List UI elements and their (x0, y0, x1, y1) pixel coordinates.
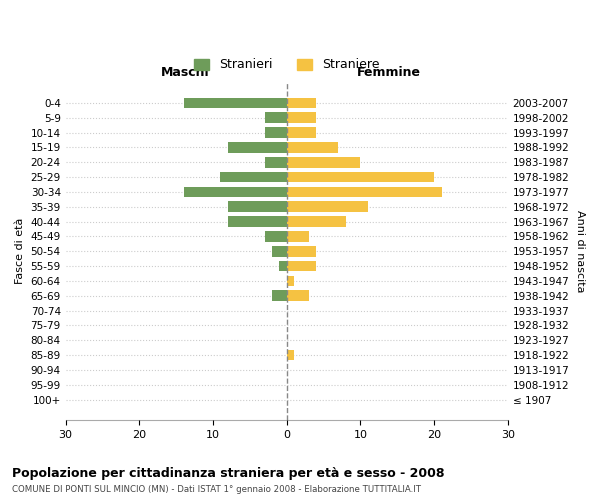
Bar (220, 172, 287, 182)
Bar (272, 246, 287, 256)
Bar (228, 142, 287, 153)
Bar (287, 350, 294, 360)
Bar (184, 98, 287, 108)
Bar (287, 202, 368, 212)
Text: Maschi: Maschi (161, 66, 209, 79)
Bar (228, 216, 287, 227)
Bar (287, 186, 442, 198)
Bar (287, 142, 338, 153)
Bar (287, 112, 316, 123)
Bar (287, 231, 309, 242)
Bar (287, 261, 316, 272)
Bar (272, 290, 287, 301)
Bar (287, 246, 316, 256)
Bar (287, 216, 346, 227)
Bar (265, 157, 287, 168)
Bar (280, 261, 287, 272)
Y-axis label: Anni di nascita: Anni di nascita (575, 210, 585, 292)
Bar (265, 231, 287, 242)
Bar (265, 112, 287, 123)
Bar (287, 290, 309, 301)
Y-axis label: Fasce di età: Fasce di età (15, 218, 25, 284)
Bar (228, 202, 287, 212)
Bar (287, 172, 434, 182)
Bar (287, 128, 316, 138)
Bar (287, 276, 294, 286)
Bar (184, 186, 287, 198)
Text: Popolazione per cittadinanza straniera per età e sesso - 2008: Popolazione per cittadinanza straniera p… (12, 468, 445, 480)
Legend: Stranieri, Straniere: Stranieri, Straniere (190, 54, 383, 75)
Text: Femmine: Femmine (356, 66, 421, 79)
Text: COMUNE DI PONTI SUL MINCIO (MN) - Dati ISTAT 1° gennaio 2008 - Elaborazione TUTT: COMUNE DI PONTI SUL MINCIO (MN) - Dati I… (12, 485, 421, 494)
Bar (287, 157, 361, 168)
Bar (287, 98, 316, 108)
Bar (265, 128, 287, 138)
